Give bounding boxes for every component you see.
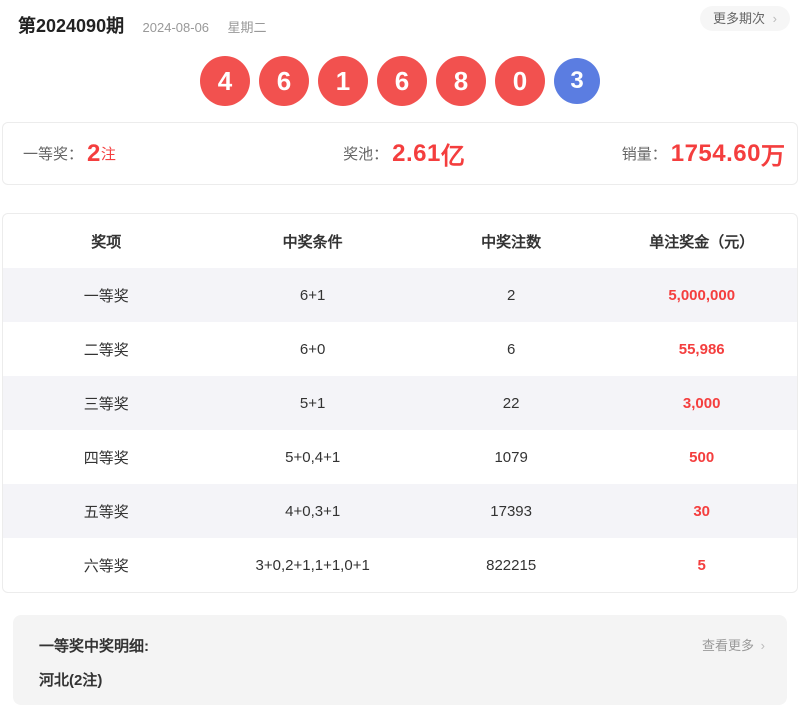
table-row: 三等奖 5+1 22 3,000 xyxy=(3,376,797,430)
win-count: 6 xyxy=(506,340,516,358)
col-header-prize-name: 奖项 xyxy=(91,233,122,251)
red-ball: 4 xyxy=(200,56,250,106)
see-more-label: 查看更多 xyxy=(702,638,755,653)
win-condition: 5+1 xyxy=(299,394,326,412)
prize-amount: 5,000,000 xyxy=(668,286,736,304)
prize-amount: 5 xyxy=(697,556,706,574)
prize-amount: 30 xyxy=(693,502,711,520)
stat-first-prize: 一等奖： 2 注 xyxy=(23,140,277,168)
red-ball: 8 xyxy=(436,56,486,106)
more-periods-label: 更多期次 xyxy=(713,11,766,26)
prize-name: 一等奖 xyxy=(83,287,129,305)
blue-ball: 3 xyxy=(554,58,600,104)
win-condition: 4+0,3+1 xyxy=(285,502,341,520)
col-header-win-count: 中奖注数 xyxy=(481,233,542,251)
stat-value: 1754.60 xyxy=(670,139,761,167)
win-condition: 3+0,2+1,1+1,0+1 xyxy=(255,556,370,574)
table-row: 五等奖 4+0,3+1 17393 30 xyxy=(3,484,797,538)
prize-name: 六等奖 xyxy=(83,557,129,575)
red-ball: 0 xyxy=(495,56,545,106)
stat-value: 2 xyxy=(87,139,101,167)
win-condition: 6+1 xyxy=(299,286,326,304)
prize-amount: 500 xyxy=(689,448,715,466)
prize-name: 三等奖 xyxy=(83,395,129,413)
win-count: 17393 xyxy=(490,502,532,520)
win-count: 1079 xyxy=(494,448,528,466)
more-periods-button[interactable]: 更多期次 › xyxy=(700,6,790,31)
detail-title: 一等奖中奖明细: xyxy=(39,638,149,655)
stat-unit: 亿 xyxy=(440,143,465,170)
win-condition: 6+0 xyxy=(299,340,326,358)
red-ball: 1 xyxy=(318,56,368,106)
detail-region: 河北(2注) xyxy=(39,672,103,689)
prize-name: 四等奖 xyxy=(83,449,129,467)
table-row: 四等奖 5+0,4+1 1079 500 xyxy=(3,430,797,484)
table-body: 一等奖 6+1 2 5,000,000 二等奖 6+0 6 55,986 三等奖 5+1 22 3,0… xyxy=(3,268,797,592)
draw-weekday: 星期二 xyxy=(227,20,267,35)
prize-name: 五等奖 xyxy=(83,503,129,521)
winner-detail-card: 一等奖中奖明细: 河北(2注) 查看更多 › xyxy=(13,615,787,705)
stat-jackpot-pool: 奖池： 2.61 亿 xyxy=(277,136,531,171)
table-row: 二等奖 6+0 6 55,986 xyxy=(3,322,797,376)
win-count: 2 xyxy=(506,286,516,304)
win-condition: 5+0,4+1 xyxy=(285,448,341,466)
red-ball: 6 xyxy=(259,56,309,106)
stat-value: 2.61 xyxy=(392,139,441,167)
stat-label: 销量： xyxy=(621,146,667,163)
header-bar: 第2024090期 2024-08-06 星期二 更多期次 › xyxy=(0,0,800,40)
stat-label: 一等奖： xyxy=(23,146,84,163)
stat-sales: 销量： 1754.60 万 xyxy=(531,136,785,171)
red-ball: 6 xyxy=(377,56,427,106)
table-header-row: 奖项 中奖条件 中奖注数 单注奖金（元） xyxy=(3,214,797,268)
prize-amount: 55,986 xyxy=(678,340,725,358)
prize-name: 二等奖 xyxy=(83,341,129,359)
chevron-right-icon: › xyxy=(772,11,777,26)
stat-label: 奖池： xyxy=(343,146,389,163)
win-count: 22 xyxy=(502,394,520,412)
col-header-prize-amount: 单注奖金（元） xyxy=(649,233,755,251)
see-more-link[interactable]: 查看更多 › xyxy=(702,635,765,654)
issue-title: 第2024090期 xyxy=(18,16,125,36)
prize-table: 奖项 中奖条件 中奖注数 单注奖金（元） 一等奖 6+1 2 5,000,000 二等奖… xyxy=(2,213,798,593)
stats-box: 一等奖： 2 注 奖池： 2.61 亿 销量： 1754.60 万 xyxy=(2,122,798,185)
win-count: 822215 xyxy=(486,556,537,574)
prize-amount: 3,000 xyxy=(682,394,721,412)
table-row: 六等奖 3+0,2+1,1+1,0+1 822215 5 xyxy=(3,538,797,592)
draw-date: 2024-08-06 xyxy=(142,20,210,35)
table-row: 一等奖 6+1 2 5,000,000 xyxy=(3,268,797,322)
col-header-win-condition: 中奖条件 xyxy=(282,233,343,251)
chevron-right-icon: › xyxy=(760,638,765,653)
stat-unit: 注 xyxy=(100,146,116,163)
stat-unit: 万 xyxy=(761,143,785,170)
